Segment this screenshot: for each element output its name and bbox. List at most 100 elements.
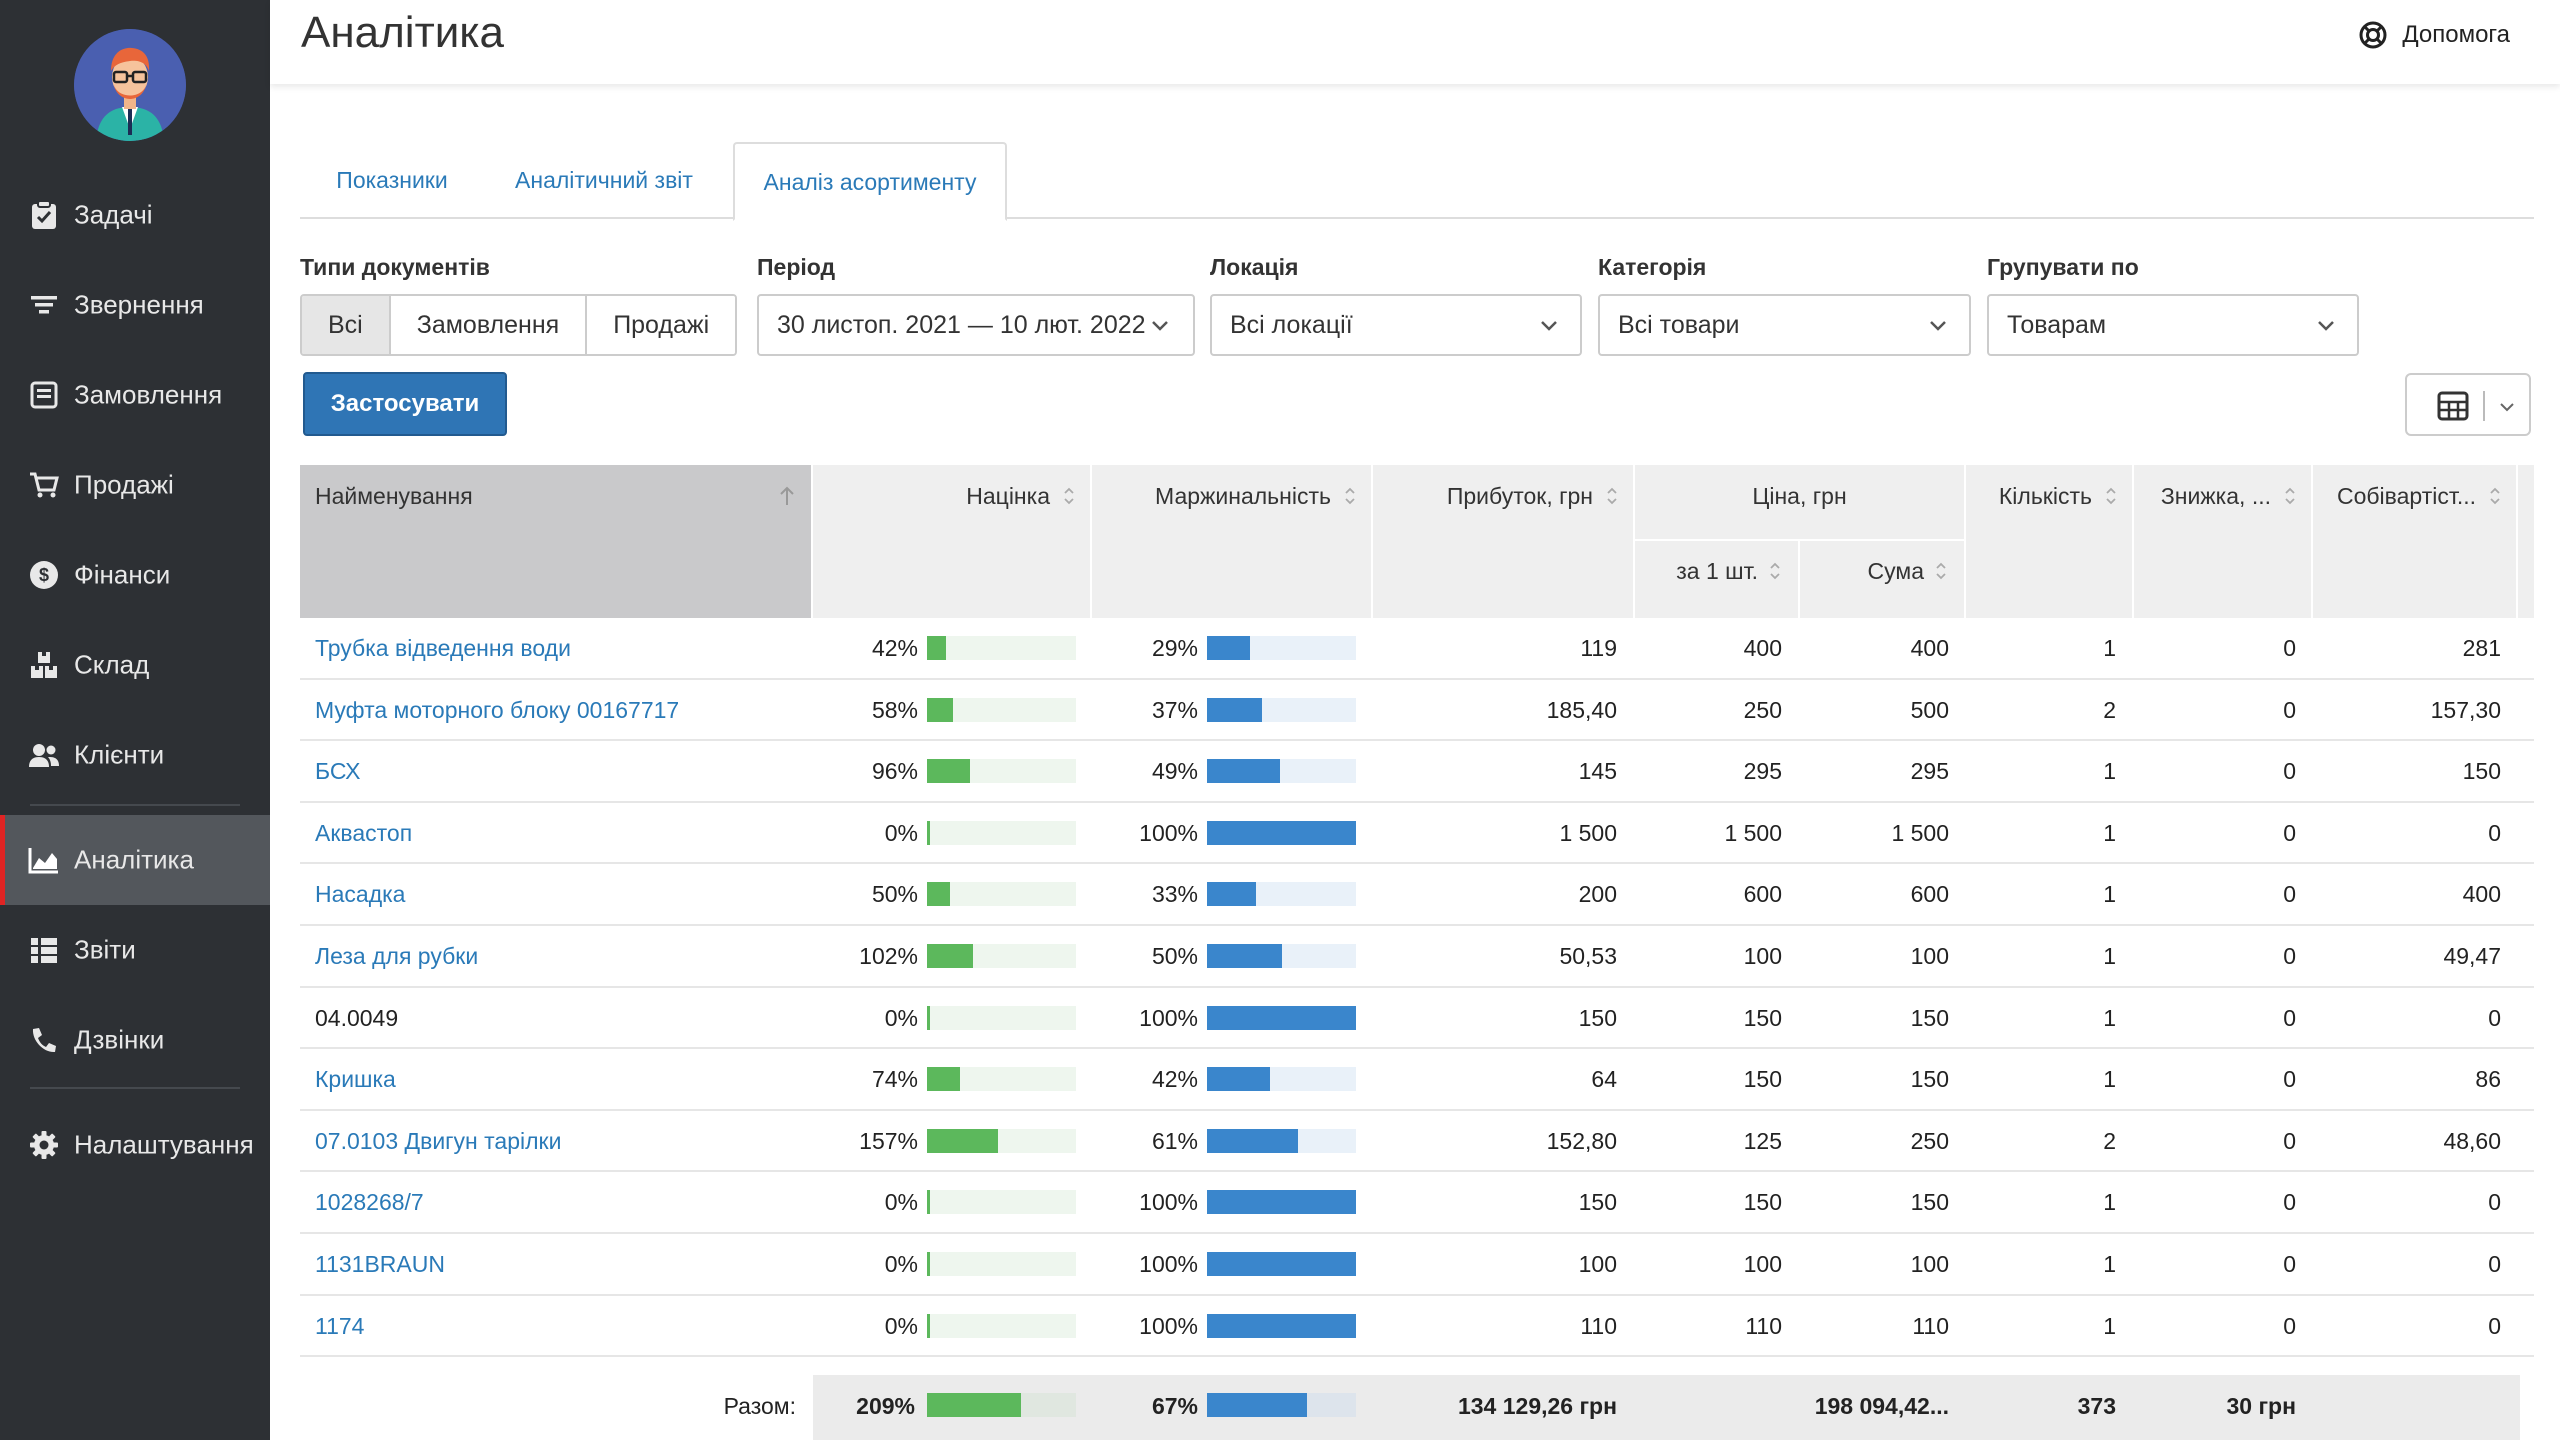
product-name[interactable]: Кришка: [315, 1066, 396, 1092]
col-markup-header[interactable]: Націнка: [813, 465, 1090, 618]
period-picker[interactable]: 30 листоп. 2021 — 10 лют. 2022: [757, 294, 1195, 356]
cart-icon: [28, 469, 60, 501]
col-sum-header[interactable]: Сума: [1800, 541, 1964, 618]
tab-assortment-analysis[interactable]: Аналіз асортименту: [733, 142, 1007, 221]
price-per-unit-value: 250: [1743, 697, 1782, 723]
product-name[interactable]: БСХ: [315, 758, 361, 784]
product-name[interactable]: 1131BRAUN: [315, 1251, 445, 1277]
col-per-unit-label: за 1 шт.: [1676, 558, 1758, 584]
nav-item-4[interactable]: $ Фінанси: [0, 530, 270, 620]
margin-value: 100%: [1139, 1005, 1198, 1031]
col-profit-header[interactable]: Прибуток, грн: [1373, 465, 1633, 618]
price-sum-value: 100: [1910, 943, 1949, 969]
margin-bar: [1207, 944, 1356, 968]
group-by-value: Товарам: [2007, 311, 2107, 339]
group-by-select[interactable]: Товарам: [1987, 294, 2359, 356]
qty-value: 1: [2103, 1313, 2116, 1339]
col-sum-label: Сума: [1867, 558, 1924, 584]
doc-type-all[interactable]: Всі: [302, 296, 391, 354]
doc-type-orders[interactable]: Замовлення: [390, 296, 588, 354]
profit-value: 152,80: [1546, 1128, 1617, 1154]
margin-bar: [1207, 1129, 1356, 1153]
discount-value: 0: [2283, 697, 2296, 723]
cost-value: 157,30: [2430, 697, 2501, 723]
cost-value: 150: [2462, 758, 2501, 784]
product-name[interactable]: Муфта моторного блоку 00167717: [315, 697, 680, 723]
doc-type-sales[interactable]: Продажі: [587, 296, 736, 354]
location-select[interactable]: Всі локації: [1210, 294, 1582, 356]
filter-lines-icon: [28, 289, 60, 321]
col-cost-header[interactable]: Собівартіст...: [2313, 465, 2516, 618]
nav-item-8[interactable]: Звіти: [0, 905, 270, 995]
price-sum-value: 150: [1910, 1189, 1949, 1215]
product-name[interactable]: 1028268/7: [315, 1189, 424, 1215]
markup-value: 157%: [859, 1128, 918, 1154]
margin-bar: [1207, 759, 1356, 783]
markup-bar: [927, 759, 1076, 783]
price-per-unit-value: 150: [1743, 1189, 1782, 1215]
lifebuoy-icon: [2359, 21, 2387, 49]
user-avatar[interactable]: [74, 29, 186, 141]
row-divider: [300, 801, 2534, 803]
nav-item-10[interactable]: Налаштування: [0, 1100, 270, 1190]
nav-item-5[interactable]: Склад: [0, 620, 270, 710]
nav-item-2[interactable]: Замовлення: [0, 350, 270, 440]
nav-item-1[interactable]: Звернення: [0, 260, 270, 350]
nav-item-label: Склад: [74, 649, 150, 680]
margin-value: 100%: [1139, 1313, 1198, 1339]
col-qty-header[interactable]: Кількість: [1966, 465, 2132, 618]
margin-bar: [1207, 1190, 1356, 1214]
col-price-header: Ціна, грн: [1635, 465, 1964, 539]
product-name[interactable]: Трубка відведення води: [315, 635, 571, 661]
chevron-down-icon: [2500, 403, 2514, 412]
discount-value: 0: [2283, 1128, 2296, 1154]
cost-value: 281: [2462, 635, 2501, 661]
col-discount-header[interactable]: Знижка, ...: [2134, 465, 2311, 618]
product-name[interactable]: Аквастоп: [315, 820, 413, 846]
sort-icon: [2106, 487, 2116, 505]
chevron-down-icon: [1930, 321, 1946, 331]
nav-item-7[interactable]: Аналітика: [0, 815, 270, 905]
totals-sum: 198 094,42...: [1814, 1393, 1949, 1419]
category-label: Категорія: [1598, 254, 1707, 280]
users-icon: [28, 739, 60, 771]
markup-value: 42%: [871, 635, 918, 661]
nav-item-label: Замовлення: [74, 379, 223, 410]
col-name-header[interactable]: Найменування: [300, 465, 811, 618]
price-per-unit-value: 295: [1743, 758, 1782, 784]
margin-bar: [1207, 1067, 1356, 1091]
sort-icon: [2490, 487, 2500, 505]
margin-bar: [1207, 821, 1356, 845]
product-name[interactable]: Насадка: [315, 881, 406, 907]
product-name[interactable]: 07.0103 Двигун тарілки: [315, 1128, 562, 1154]
column-view-button[interactable]: [2405, 373, 2531, 436]
product-name[interactable]: 1174: [315, 1313, 365, 1339]
col-margin-header[interactable]: Маржинальність: [1092, 465, 1371, 618]
order-icon: [28, 379, 60, 411]
margin-bar: [1207, 882, 1356, 906]
price-per-unit-value: 125: [1743, 1128, 1782, 1154]
totals-markup-bar: [927, 1393, 1076, 1417]
apply-button[interactable]: Застосувати: [303, 372, 507, 436]
tab-indicators[interactable]: Показники: [336, 167, 448, 193]
col-per-unit-header[interactable]: за 1 шт.: [1635, 541, 1798, 618]
discount-value: 0: [2283, 1189, 2296, 1215]
category-value: Всі товари: [1618, 311, 1740, 339]
nav-item-9[interactable]: Дзвінки: [0, 995, 270, 1085]
profit-value: 119: [1580, 635, 1617, 661]
profit-value: 1 500: [1559, 820, 1617, 846]
nav-item-3[interactable]: Продажі: [0, 440, 270, 530]
col-markup-label: Націнка: [966, 483, 1050, 509]
product-name[interactable]: Леза для рубки: [315, 943, 479, 969]
price-sum-value: 150: [1910, 1005, 1949, 1031]
nav-item-label: Звіти: [74, 934, 136, 965]
cost-value: 0: [2488, 1189, 2501, 1215]
nav-item-0[interactable]: Задачі: [0, 170, 270, 260]
location-value: Всі локації: [1230, 311, 1353, 339]
help-link[interactable]: Допомога: [2358, 20, 2510, 50]
nav-item-6[interactable]: Клієнти: [0, 710, 270, 800]
sort-icon: [1770, 562, 1780, 580]
tab-analytic-report[interactable]: Аналітичний звіт: [515, 167, 693, 193]
category-select[interactable]: Всі товари: [1598, 294, 1971, 356]
help-label: Допомога: [2402, 21, 2510, 48]
